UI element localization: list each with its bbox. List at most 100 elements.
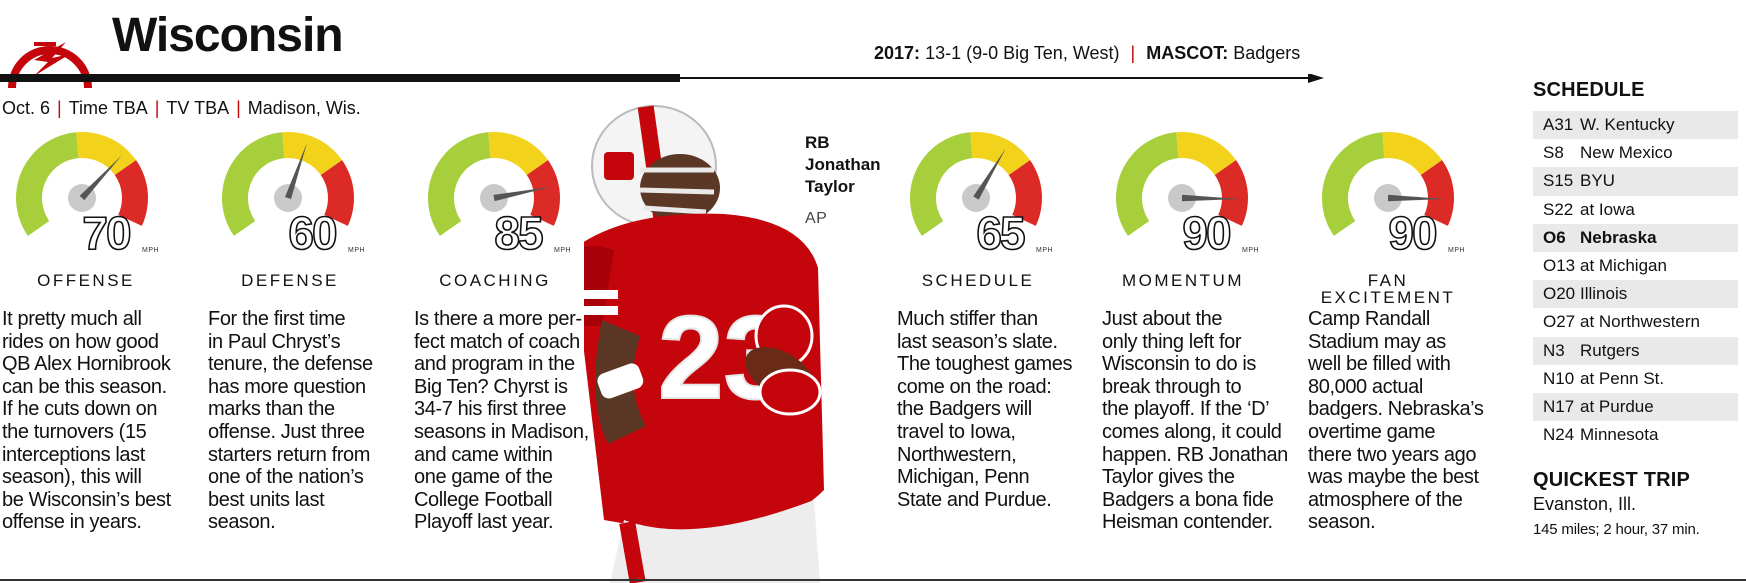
gauge-band-red	[320, 160, 354, 226]
blurb-line: happen. RB Jonathan	[1102, 443, 1288, 466]
schedule-opponent: at Iowa	[1580, 199, 1635, 219]
blurb-line: Taylor gives the	[1102, 466, 1235, 489]
category-label-schedule: SCHEDULE	[921, 271, 1035, 290]
gauge-defense: 60 MPH	[208, 124, 372, 264]
gauge-unit: MPH	[1036, 247, 1054, 254]
schedule-opponent: W. Kentucky	[1580, 115, 1675, 135]
blurb-line: interceptions last	[2, 443, 145, 466]
gauge-needle	[1387, 194, 1446, 202]
speedometer-icon	[1116, 132, 1248, 236]
blurb-schedule: Much stiffer than last season’s slate. The…	[897, 308, 1073, 511]
category-label-fan-excitement: FAN EXCITEMENT	[1320, 271, 1456, 307]
gauge-band-green	[1322, 132, 1385, 236]
schedule-row: N17 at Purdue	[1533, 392, 1738, 422]
blurb-line: be Wisconsin’s best	[2, 488, 171, 511]
gauge-schedule: 65 MPH	[896, 124, 1060, 264]
blurb-line: and program in the	[414, 353, 575, 376]
schedule-opponent: Rutgers	[1580, 340, 1640, 360]
gauge-coaching: 85 MPH	[414, 124, 578, 264]
schedule-date: S22	[1543, 199, 1574, 219]
blurb-line: atmosphere of the	[1308, 488, 1463, 511]
gauge-value: 60	[288, 207, 339, 259]
blurb-line: last season’s slate.	[897, 330, 1058, 353]
schedule-date: O27	[1543, 312, 1576, 332]
separator: |	[57, 98, 62, 118]
schedule-date: N24	[1543, 425, 1575, 445]
schedule-opponent: Minnesota	[1580, 425, 1659, 445]
blurb-offense: It pretty much all rides on how good QB Al…	[2, 308, 171, 534]
blurb-line: fect match of coach	[414, 330, 580, 353]
gauge-band-yellow	[1176, 132, 1237, 176]
blurb-line: Camp Randall	[1308, 308, 1430, 330]
quickest-trip-detail: 145 miles; 2 hour, 37 min.	[1533, 521, 1700, 538]
blurb-line: Badgers a bona fide	[1102, 488, 1274, 511]
blurb-line: State and Purdue.	[897, 488, 1052, 511]
gauge-band-red	[1008, 160, 1042, 226]
separator: |	[1130, 43, 1136, 63]
speedometer-icon	[15, 132, 148, 236]
gauge-value: 90	[1388, 207, 1439, 259]
gauge-unit: MPH	[1242, 247, 1260, 254]
caption-line: RB	[805, 133, 830, 152]
game-date: Oct. 6	[2, 98, 51, 118]
photo-credit: AP	[805, 210, 828, 227]
blurb-line: For the first time	[208, 308, 346, 330]
mascot-label: MASCOT:	[1146, 43, 1229, 63]
team-logo-icon	[8, 42, 92, 89]
caption-line: Jonathan	[805, 155, 881, 174]
blurb-line: starters return from	[208, 443, 371, 466]
category-label-momentum: MOMENTUM	[1122, 271, 1244, 290]
caption-line: Taylor	[805, 177, 855, 196]
gauge-band-yellow	[282, 132, 343, 176]
schedule-row: A31 W. Kentucky	[1533, 111, 1738, 140]
gauge-needle	[79, 155, 122, 201]
gauge-band-red	[114, 160, 148, 226]
schedule-row: S22 at Iowa	[1533, 196, 1738, 224]
blurb-line: the turnovers (15	[2, 420, 147, 443]
blurb-line: Wisconsin to do is	[1102, 353, 1256, 376]
gauge-needle	[973, 148, 1006, 200]
schedule-row: O13 at Michigan	[1533, 252, 1738, 280]
blurb-line: travel to Iowa,	[897, 420, 1016, 443]
team-title: Wisconsin	[112, 9, 344, 62]
gauge-needle	[1181, 194, 1240, 202]
blurb-line: offense. Just three	[208, 420, 365, 443]
speedometer-icon	[910, 132, 1042, 236]
blurb-line: tenure, the defense	[208, 353, 373, 376]
mascot-value: Badgers	[1233, 43, 1301, 63]
blurb-line: one game of the	[414, 466, 553, 489]
gauge-offense: 70 MPH	[2, 124, 166, 264]
schedule-date: O20	[1543, 284, 1576, 304]
game-location: Madison, Wis.	[247, 98, 361, 118]
blurb-line: overtime game	[1308, 420, 1436, 443]
gauge-value: 85	[494, 207, 545, 259]
quickest-trip-heading: QUICKEST TRIP	[1533, 469, 1691, 491]
blurb-line: QB Alex Hornibrook	[2, 353, 171, 376]
blurb-line: in Paul Chryst’s	[208, 330, 341, 353]
blurb-line: season.	[208, 511, 276, 534]
separator: |	[154, 98, 160, 118]
schedule-row: S8 New Mexico	[1533, 139, 1738, 167]
schedule-date: O6	[1543, 227, 1566, 247]
blurb-defense: For the first time in Paul Chryst’s tenure…	[208, 308, 373, 534]
blurb-line: one of the nation’s	[208, 466, 364, 489]
schedule-date: O13	[1543, 256, 1576, 276]
blurb-line: there two years ago	[1308, 443, 1477, 466]
season-record-line: 2017: 13-1 (9-0 Big Ten, West) | MASCOT:…	[874, 44, 1300, 62]
blurb-line: Just about the	[1102, 308, 1223, 330]
blurb-line: Northwestern,	[897, 443, 1017, 466]
gauge-unit: MPH	[142, 247, 160, 254]
blurb-line: If he cuts down on	[2, 398, 158, 421]
quickest-trip-city: Evanston, Ill.	[1533, 494, 1637, 514]
blurb-line: rides on how good	[2, 330, 159, 353]
gauge-band-yellow	[970, 132, 1031, 176]
category-label-offense: OFFENSE	[37, 271, 135, 290]
game-tv: TV TBA	[166, 98, 230, 118]
game-time: Time TBA	[68, 98, 148, 118]
gauge-band-green	[221, 132, 285, 236]
gauge-unit: MPH	[1448, 247, 1466, 254]
blurb-line: comes along, it could	[1102, 420, 1282, 443]
blurb-line: can be this season.	[2, 375, 167, 398]
gauge-band-red	[526, 160, 560, 226]
gauge-momentum: 90 MPH	[1102, 124, 1266, 264]
